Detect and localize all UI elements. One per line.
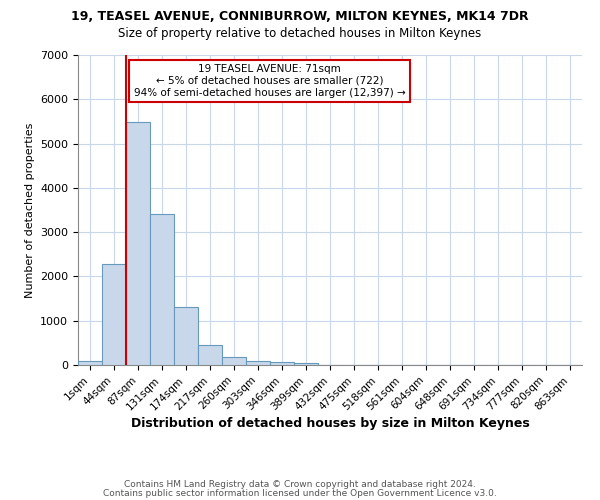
Text: Size of property relative to detached houses in Milton Keynes: Size of property relative to detached ho… bbox=[118, 28, 482, 40]
Bar bbox=[174, 307, 198, 365]
Text: Contains public sector information licensed under the Open Government Licence v3: Contains public sector information licen… bbox=[103, 489, 497, 498]
Bar bbox=[102, 264, 126, 365]
Bar bbox=[270, 362, 294, 365]
Text: 19, TEASEL AVENUE, CONNIBURROW, MILTON KEYNES, MK14 7DR: 19, TEASEL AVENUE, CONNIBURROW, MILTON K… bbox=[71, 10, 529, 23]
Bar bbox=[294, 363, 318, 365]
Y-axis label: Number of detached properties: Number of detached properties bbox=[25, 122, 35, 298]
X-axis label: Distribution of detached houses by size in Milton Keynes: Distribution of detached houses by size … bbox=[131, 417, 529, 430]
Bar bbox=[150, 214, 174, 365]
Bar bbox=[246, 361, 270, 365]
Bar bbox=[126, 122, 150, 365]
Text: Contains HM Land Registry data © Crown copyright and database right 2024.: Contains HM Land Registry data © Crown c… bbox=[124, 480, 476, 489]
Bar bbox=[222, 357, 246, 365]
Bar bbox=[198, 344, 222, 365]
Text: 19 TEASEL AVENUE: 71sqm
← 5% of detached houses are smaller (722)
94% of semi-de: 19 TEASEL AVENUE: 71sqm ← 5% of detached… bbox=[134, 64, 406, 98]
Bar bbox=[78, 362, 102, 365]
